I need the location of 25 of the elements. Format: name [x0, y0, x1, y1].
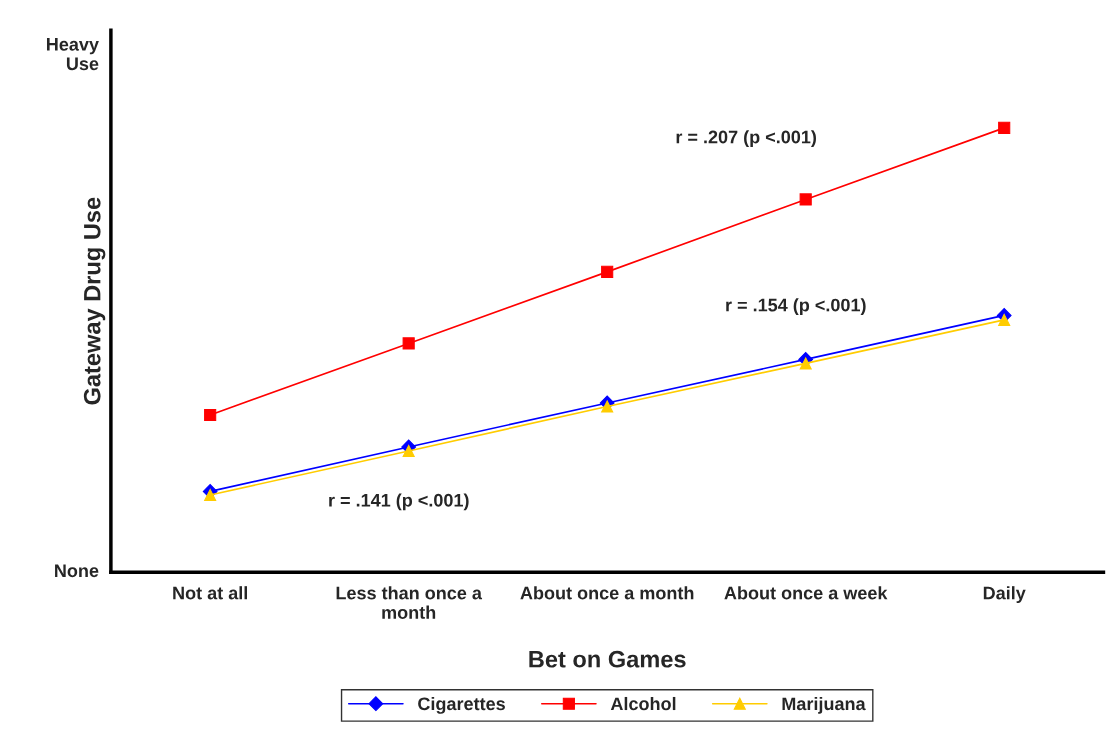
legend-label: Cigarettes	[418, 696, 505, 714]
text: Heavy Use	[46, 38, 99, 71]
legend-label: Alcohol	[610, 696, 676, 711]
y-axis-title: Gateway Drug Use	[83, 197, 106, 405]
x-tick-label: About once a week	[724, 586, 888, 600]
point	[601, 265, 614, 278]
x-tick-label: Not at all	[173, 586, 247, 600]
point	[204, 408, 217, 422]
point	[402, 337, 415, 350]
x-tick-label: Daily	[983, 586, 1026, 603]
point	[799, 193, 812, 206]
point	[601, 400, 614, 413]
x-axis-title: Bet on Games	[529, 650, 686, 668]
text: None	[55, 564, 99, 578]
point	[998, 313, 1011, 326]
x-tick-label: About once a month	[520, 586, 694, 600]
point	[799, 357, 812, 370]
point	[204, 488, 217, 502]
annotation: r = .141 (p <.001)	[329, 493, 469, 511]
legend-label: Marijuana	[782, 696, 866, 714]
point	[402, 444, 415, 458]
x-tick-label: Less than once a month	[336, 586, 483, 619]
point	[998, 121, 1011, 134]
annotation: r = .154 (p <.001)	[726, 298, 866, 316]
annotation: r = .207 (p <.001)	[676, 130, 816, 147]
